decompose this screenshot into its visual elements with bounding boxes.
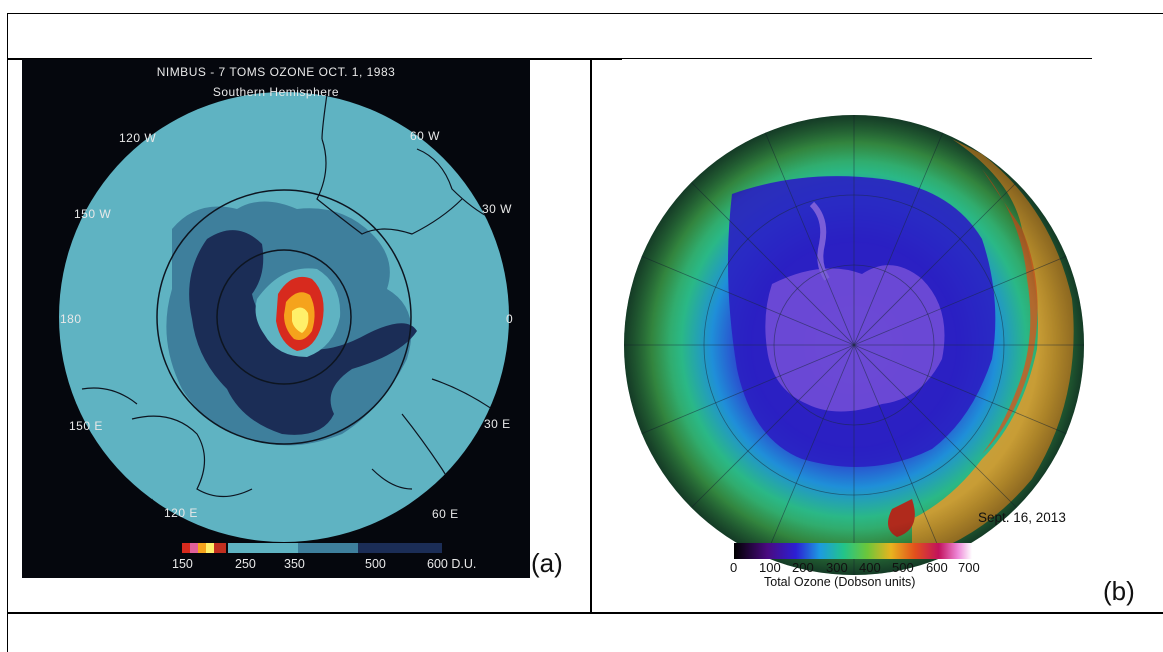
- scale-swatch-6: [228, 543, 298, 553]
- row-divider-bottom: [7, 612, 1163, 614]
- scale-swatch-5: [214, 543, 226, 553]
- scale-label-500: 500: [365, 557, 386, 571]
- map-title: NIMBUS - 7 TOMS OZONE OCT. 1, 1983: [156, 65, 396, 79]
- lon-label-180: 180: [60, 312, 82, 326]
- lon-label-120e: 120 E: [164, 506, 198, 520]
- scale-label-600: 600 D.U.: [427, 557, 477, 571]
- colorbar-label: Total Ozone (Dobson units): [764, 575, 916, 589]
- lon-label-0: 0: [506, 312, 514, 326]
- scale-label-250: 250: [235, 557, 256, 571]
- ozone-map-2013: Sept. 16, 2013 0 100 200 300 400 500 600…: [622, 59, 1163, 608]
- colorbar-tick-600: 600: [926, 560, 948, 575]
- scale-swatch-4: [206, 543, 214, 553]
- colorbar-tick-500: 500: [892, 560, 914, 575]
- table-frame: [7, 13, 1163, 652]
- lon-label-60e: 60 E: [432, 507, 459, 521]
- ozone-map-1983: NIMBUS - 7 TOMS OZONE OCT. 1, 1983 South…: [22, 59, 530, 578]
- lon-label-150w: 150 W: [74, 207, 112, 221]
- panel-tag-a: (a): [531, 548, 563, 578]
- colorbar-tick-200: 200: [792, 560, 814, 575]
- colorbar-tick-400: 400: [859, 560, 881, 575]
- map-date: Sept. 16, 2013: [978, 510, 1066, 525]
- scale-swatch-3: [198, 543, 206, 553]
- ozone-hole-core: [292, 307, 309, 333]
- colorbar-tick-0: 0: [730, 560, 738, 575]
- low-ozone-band: [189, 230, 417, 435]
- ozone-colorbar: [734, 543, 972, 559]
- row-divider-top: [7, 58, 622, 60]
- lon-label-150e: 150 E: [69, 419, 103, 433]
- colorbar-tick-700: 700: [958, 560, 980, 575]
- scale-swatch-1: [182, 543, 190, 553]
- du-scale-bar: [182, 543, 442, 553]
- column-divider: [590, 58, 592, 613]
- latitude-circle-75: [216, 249, 352, 385]
- latitude-circle-60: [156, 189, 412, 445]
- panel-tag-b: (b): [1103, 576, 1135, 606]
- lon-label-30e: 30 E: [484, 417, 511, 431]
- scale-swatch-2: [190, 543, 198, 553]
- globe-shading: [624, 115, 1084, 575]
- scale-swatch-8: [358, 543, 442, 553]
- map-subtitle: Southern Hemisphere: [212, 85, 340, 99]
- colorbar-tick-100: 100: [759, 560, 781, 575]
- scale-label-150: 150: [172, 557, 193, 571]
- row-divider-top-right: [622, 58, 1092, 60]
- scale-label-350: 350: [284, 557, 305, 571]
- lon-label-30w: 30 W: [482, 202, 513, 216]
- ozone-map-2013-graphic: [624, 115, 1084, 575]
- ozone-map-1983-graphic: [59, 92, 509, 553]
- colorbar-tick-300: 300: [826, 560, 848, 575]
- lon-label-60w: 60 W: [410, 129, 441, 143]
- scale-swatch-7: [298, 543, 358, 553]
- lon-label-120w: 120 W: [119, 131, 157, 145]
